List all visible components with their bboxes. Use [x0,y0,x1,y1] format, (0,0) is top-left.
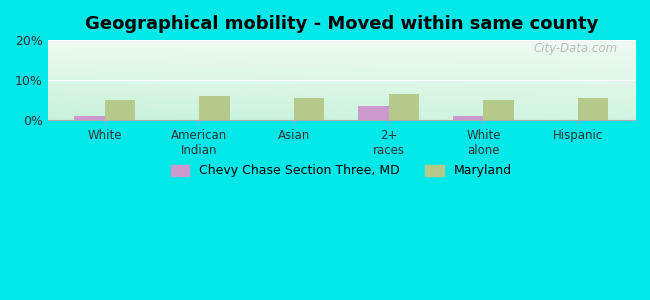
Bar [358,106,389,120]
Text: City-Data.com: City-Data.com [533,43,618,56]
Bar [105,100,135,120]
Bar [389,94,419,120]
Bar [484,100,514,120]
Bar [294,98,324,120]
Bar [453,116,484,120]
Bar [74,116,105,120]
Bar [578,98,608,120]
Title: Geographical mobility - Moved within same county: Geographical mobility - Moved within sam… [84,15,598,33]
Bar [200,96,229,120]
Legend: Chevy Chase Section Three, MD, Maryland: Chevy Chase Section Three, MD, Maryland [166,159,517,182]
